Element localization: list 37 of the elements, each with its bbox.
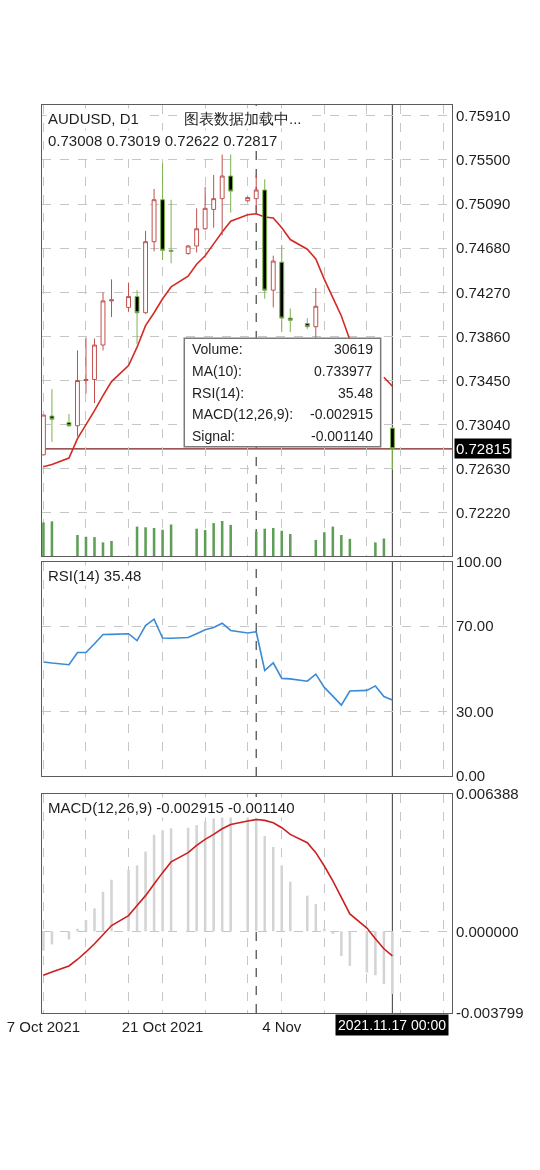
annotation: -0.001140 [311,428,374,444]
y-tick-label: 0.75910 [456,107,511,125]
y-tick-label: 0.72220 [456,504,511,522]
chart-subtitle: 图表数据加载中... [184,110,302,127]
annotation: 30619 [334,341,374,357]
y-tick-label: 0.73040 [456,415,511,433]
y-tick-label: 0.72630 [456,460,511,478]
annotation: MACD(12,26,9): [192,406,294,422]
x-tick-label: 4 Nov [262,1018,302,1035]
x-tick-label: 21 Oct 2021 [121,1018,204,1035]
y-tick-label: 0.75090 [456,195,511,213]
ref-line-label: 2021.11.17 00:00 [338,1017,447,1033]
ref-line-label: 0.72815 [456,440,511,457]
chart-title: RSI(14) 35.48 [48,567,142,584]
annotation: Volume: [192,341,243,357]
y-tick-label: 0.73860 [456,327,511,345]
y-tick-label: 100.00 [456,553,502,571]
y-tick-label: 0.73450 [456,371,511,389]
x-tick-label: 7 Oct 2021 [6,1018,81,1035]
y-tick-label: -0.003799 [456,1004,524,1022]
annotation: Signal: [192,428,235,444]
annotation: RSI(14): [192,385,245,401]
annotation: 0.73008 0.73019 0.72622 0.72817 [48,132,278,149]
y-tick-label: 30.00 [456,703,494,721]
y-tick-label: 0.000000 [456,922,519,940]
annotation: -0.002915 [310,406,374,422]
y-tick-label: 0.74270 [456,283,511,301]
y-tick-label: 0.74680 [456,239,511,257]
chart-title: MACD(12,26,9) -0.002915 -0.001140 [48,799,295,816]
annotation: 35.48 [338,385,374,401]
y-tick-label: 0.00 [456,767,486,785]
annotation: MA(10): [192,363,242,379]
annotation: 0.733977 [314,363,373,379]
chart-title: AUDUSD, D1 [48,110,139,127]
y-tick-label: 0.006388 [456,785,519,803]
y-tick-label: 70.00 [456,617,494,635]
y-tick-label: 0.75500 [456,151,511,169]
